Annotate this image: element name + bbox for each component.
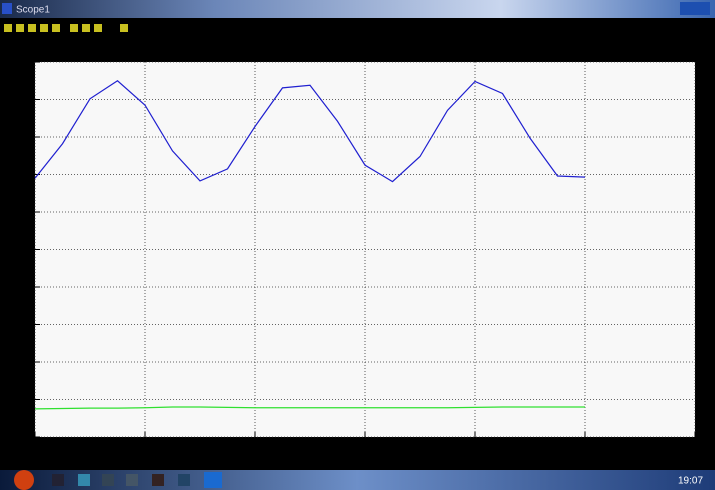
autoscale-button[interactable] (70, 24, 78, 32)
save-axes-button[interactable] (82, 24, 90, 32)
scope-window: Scope1 19:07 (0, 0, 715, 490)
page: Scope1 19:07 (() => { const data = JSON.… (0, 0, 715, 490)
taskbar-app[interactable] (178, 474, 190, 486)
zoom-button[interactable] (28, 24, 36, 32)
clock: 19:07 (678, 476, 703, 487)
window-title: Scope1 (16, 5, 50, 16)
zoom-x-button[interactable] (40, 24, 48, 32)
taskbar-app-active[interactable] (204, 472, 222, 488)
floating-button[interactable] (120, 24, 128, 32)
params-button[interactable] (16, 24, 24, 32)
taskbar-app[interactable] (152, 474, 164, 486)
title-bar (0, 0, 715, 18)
taskbar-app[interactable] (52, 474, 64, 486)
taskbar-app[interactable] (78, 474, 90, 486)
start-button[interactable] (14, 470, 34, 490)
zoom-y-button[interactable] (52, 24, 60, 32)
window-icon (2, 3, 12, 14)
restore-axes-button[interactable] (94, 24, 102, 32)
print-button[interactable] (4, 24, 12, 32)
taskbar-app[interactable] (126, 474, 138, 486)
toolbar (4, 24, 128, 32)
close-button[interactable] (680, 2, 710, 15)
taskbar-app[interactable] (102, 474, 114, 486)
